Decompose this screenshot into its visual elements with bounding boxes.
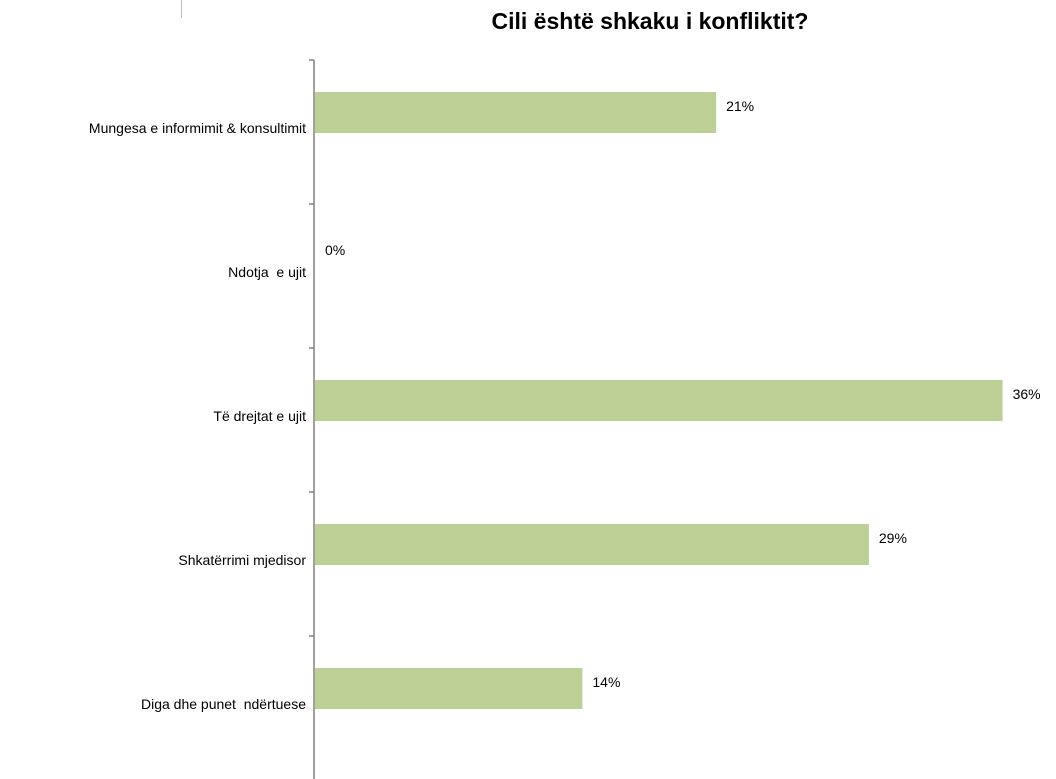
category-label: Ndotja e ujit xyxy=(228,264,306,280)
value-label: 36% xyxy=(1013,386,1041,402)
category-label: Shkatërrimi mjedisor xyxy=(178,552,306,568)
axis-layer xyxy=(309,59,315,779)
labels-layer: 21% Mungesa e informimit & konsultimit 0% N… xyxy=(89,98,1041,712)
bar xyxy=(315,92,717,133)
bar xyxy=(315,668,583,709)
value-label: 21% xyxy=(726,98,754,114)
value-label: 29% xyxy=(879,530,907,546)
chart-title: Cili është shkaku i konfliktit? xyxy=(491,8,809,34)
value-label: 14% xyxy=(592,674,620,690)
bar xyxy=(315,380,1003,421)
bar xyxy=(315,524,869,565)
value-label: 0% xyxy=(325,242,345,258)
category-label: Mungesa e informimit & konsultimit xyxy=(89,120,306,136)
corner-mark xyxy=(181,0,182,18)
category-label: Të drejtat e ujit xyxy=(213,408,306,424)
category-label: Diga dhe punet ndërtuese xyxy=(141,696,306,712)
bars-layer xyxy=(315,92,1003,709)
